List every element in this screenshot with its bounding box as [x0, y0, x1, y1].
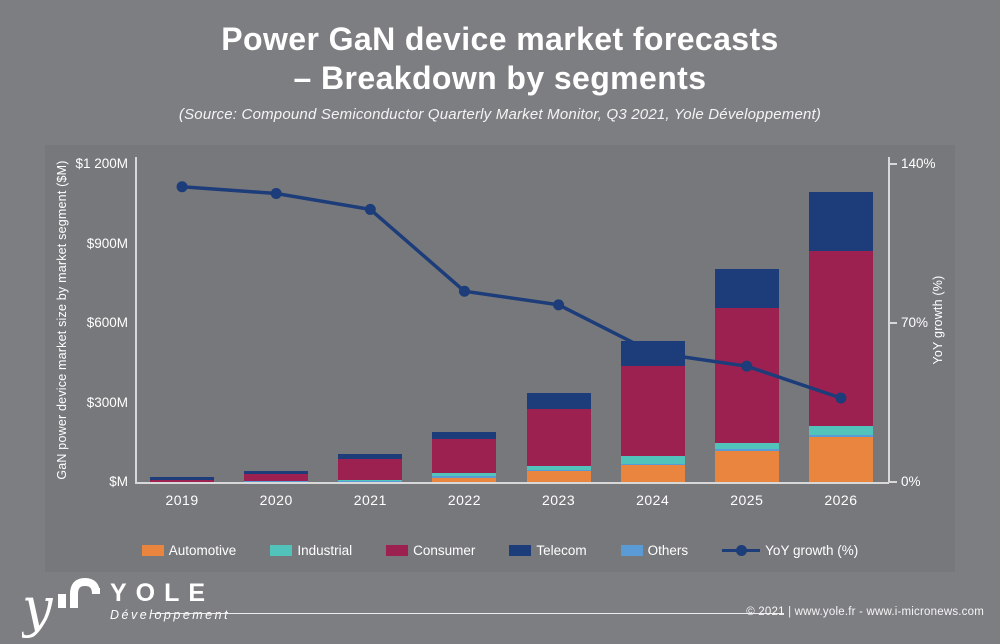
chart-source-subtitle: (Source: Compound Semiconductor Quarterl… — [178, 106, 822, 123]
bar-segment-telecom-2026 — [808, 191, 873, 251]
right-axis-tick-2: 0% — [901, 474, 921, 489]
bar-segment-telecom-2022 — [432, 431, 497, 440]
footer-divider — [150, 613, 784, 614]
bar-segment-telecom-2019 — [150, 476, 215, 480]
bar-segment-automotive-2025 — [714, 451, 779, 482]
right-axis-tick-1: 70% — [901, 315, 929, 330]
bar-segment-consumer-2023 — [526, 408, 591, 467]
legend-swatch-0 — [141, 545, 164, 556]
bar-segment-consumer-2022 — [432, 439, 497, 474]
yole-logo: y YOLE Développement — [22, 572, 230, 642]
left-axis-tick-4: $M — [109, 474, 128, 489]
bar-segment-industrial-2024 — [620, 456, 685, 464]
left-axis-line — [135, 157, 137, 483]
legend-line-marker — [722, 545, 761, 556]
legend-item-telecom: Telecom — [509, 543, 587, 558]
left-axis-tick-0: $1 200M — [75, 156, 128, 171]
legend-label-3: Telecom — [536, 543, 587, 558]
legend-label-4: Others — [647, 543, 689, 558]
bar-segment-telecom-2023 — [526, 392, 591, 409]
bar-segment-industrial-2020 — [244, 480, 309, 482]
legend-item-automotive: Automotive — [141, 543, 237, 558]
bar-segment-telecom-2024 — [620, 341, 685, 366]
x-axis-label-2021: 2021 — [353, 492, 387, 508]
bar-segment-others-2025 — [714, 449, 779, 451]
legend-swatch-3 — [509, 545, 532, 556]
bar-segment-automotive-2023 — [526, 471, 591, 482]
x-axis-label-2019: 2019 — [165, 492, 199, 508]
bar-segment-automotive-2022 — [432, 477, 497, 482]
right-axis-tick-0: 140% — [901, 156, 936, 171]
bar-segment-industrial-2021 — [338, 479, 403, 482]
x-axis-label-2022: 2022 — [447, 492, 482, 508]
right-axis-tick-mark-1 — [889, 322, 897, 324]
right-axis-line — [888, 157, 890, 483]
left-axis-tick-1: $900M — [86, 235, 128, 251]
bar-segment-consumer-2024 — [620, 365, 685, 457]
legend-line-dot — [736, 545, 748, 556]
logo-subtitle: Développement — [110, 608, 231, 622]
bar-segment-others-2023 — [526, 470, 591, 472]
yole-logo-mark: y — [22, 576, 100, 639]
bar-segment-consumer-2020 — [244, 474, 309, 481]
bar-segment-automotive-2024 — [620, 465, 685, 482]
x-axis-line — [135, 482, 889, 484]
legend-label-1: Industrial — [297, 543, 353, 558]
bar-segment-others-2022 — [432, 475, 497, 478]
legend-item-industrial: Industrial — [270, 543, 352, 558]
legend-item-yoy-growth-: YoY growth (%) — [722, 543, 858, 558]
left-axis-tick-2: $600M — [86, 315, 128, 330]
bar-segment-industrial-2023 — [526, 466, 591, 471]
svg-text:y: y — [22, 576, 54, 639]
right-axis-tick-mark-2 — [889, 481, 897, 483]
legend-label-0: Automotive — [168, 543, 237, 558]
bar-segment-consumer-2019 — [150, 479, 215, 482]
logo-wordmark: YOLE — [110, 579, 215, 607]
x-axis-label-2024: 2024 — [636, 492, 670, 508]
legend-swatch-4 — [620, 545, 643, 556]
x-axis-label-2025: 2025 — [730, 492, 764, 508]
chart-legend: Automotive Industrial Consumer Telecom Other… — [45, 543, 955, 558]
x-axis-label-2026: 2026 — [824, 492, 858, 508]
bar-segment-consumer-2026 — [808, 250, 873, 426]
right-axis-tick-mark-0 — [889, 163, 897, 165]
plot-area — [135, 157, 888, 482]
legend-swatch-1 — [270, 545, 293, 556]
bar-segment-consumer-2025 — [714, 307, 779, 444]
chart-title: Power GaN device market forecasts – Brea… — [221, 21, 779, 96]
bar-segment-telecom-2020 — [244, 470, 309, 475]
legend-label-5: YoY growth (%) — [765, 543, 859, 558]
bar-segment-consumer-2021 — [338, 458, 403, 480]
bar-segment-others-2026 — [808, 434, 873, 437]
bar-segment-telecom-2021 — [338, 453, 403, 459]
x-axis-label-2023: 2023 — [541, 492, 576, 508]
legend-item-others: Others — [620, 543, 689, 558]
bar-segment-others-2024 — [620, 464, 685, 466]
legend-swatch-2 — [386, 545, 409, 556]
bar-segment-industrial-2025 — [714, 443, 779, 450]
legend-label-2: Consumer — [413, 543, 476, 558]
bar-segment-industrial-2022 — [432, 473, 497, 476]
x-axis-label-2020: 2020 — [259, 492, 293, 508]
legend-item-consumer: Consumer — [386, 543, 475, 558]
left-axis-tick-3: $300M — [86, 394, 128, 410]
bar-segment-automotive-2026 — [808, 436, 873, 482]
bar-segment-industrial-2026 — [808, 425, 873, 435]
bar-segment-telecom-2025 — [714, 268, 779, 308]
copyright-text: © 2021 | www.yole.fr - www.i-micronews.c… — [746, 606, 984, 618]
